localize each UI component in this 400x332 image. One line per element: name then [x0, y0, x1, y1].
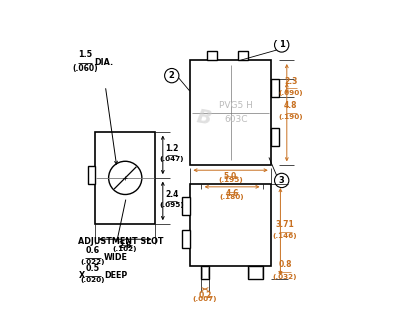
Polygon shape [95, 132, 155, 224]
Circle shape [165, 68, 179, 83]
Text: 2.3: 2.3 [284, 77, 297, 86]
Text: ADJUSTMENT SLOT: ADJUSTMENT SLOT [78, 237, 164, 246]
Polygon shape [182, 230, 190, 248]
Text: 1.5: 1.5 [78, 50, 92, 59]
Polygon shape [207, 51, 217, 60]
Text: 0.2: 0.2 [198, 291, 212, 300]
Text: 603C: 603C [224, 115, 248, 124]
Text: 3.71: 3.71 [276, 219, 294, 228]
Text: 3: 3 [279, 176, 284, 185]
Text: DEEP: DEEP [104, 271, 127, 280]
Text: 5.0: 5.0 [224, 172, 237, 181]
Polygon shape [238, 51, 248, 60]
Text: WIDE: WIDE [104, 253, 128, 262]
Text: (.022): (.022) [80, 259, 105, 266]
Text: (.180): (.180) [220, 194, 244, 200]
Text: (.090): (.090) [278, 90, 303, 96]
Circle shape [274, 38, 289, 52]
Text: X: X [78, 271, 84, 280]
Text: 2.4: 2.4 [165, 190, 178, 199]
Text: (.095): (.095) [159, 202, 184, 208]
Text: 1: 1 [279, 41, 285, 49]
Text: (.146): (.146) [273, 233, 297, 239]
Text: (.007): (.007) [193, 296, 217, 302]
Circle shape [274, 173, 289, 188]
Polygon shape [182, 197, 190, 215]
Polygon shape [272, 128, 279, 146]
Text: (.190): (.190) [278, 114, 303, 120]
Text: 4.6: 4.6 [226, 189, 239, 198]
Text: (.102): (.102) [113, 246, 137, 252]
Text: 4.8: 4.8 [284, 101, 297, 110]
Text: 0.8: 0.8 [278, 260, 292, 269]
Text: (.060): (.060) [72, 64, 98, 73]
Text: 1.2: 1.2 [165, 144, 178, 153]
Text: DIA.: DIA. [94, 58, 114, 67]
Polygon shape [88, 166, 95, 184]
Text: 2.6: 2.6 [118, 241, 132, 250]
Circle shape [109, 161, 142, 195]
Polygon shape [190, 60, 272, 165]
Text: (.195): (.195) [218, 177, 243, 183]
Text: B: B [195, 107, 213, 128]
Text: PVG5 H: PVG5 H [219, 101, 253, 110]
Polygon shape [248, 266, 263, 279]
Text: 0.6: 0.6 [86, 246, 100, 255]
Polygon shape [201, 266, 209, 279]
Polygon shape [190, 184, 272, 266]
Text: (.047): (.047) [160, 156, 184, 162]
Text: (.020): (.020) [80, 277, 105, 283]
Text: 2: 2 [169, 71, 175, 80]
Polygon shape [272, 79, 279, 97]
Text: 0.5: 0.5 [86, 264, 100, 273]
Text: (.032): (.032) [273, 274, 297, 280]
